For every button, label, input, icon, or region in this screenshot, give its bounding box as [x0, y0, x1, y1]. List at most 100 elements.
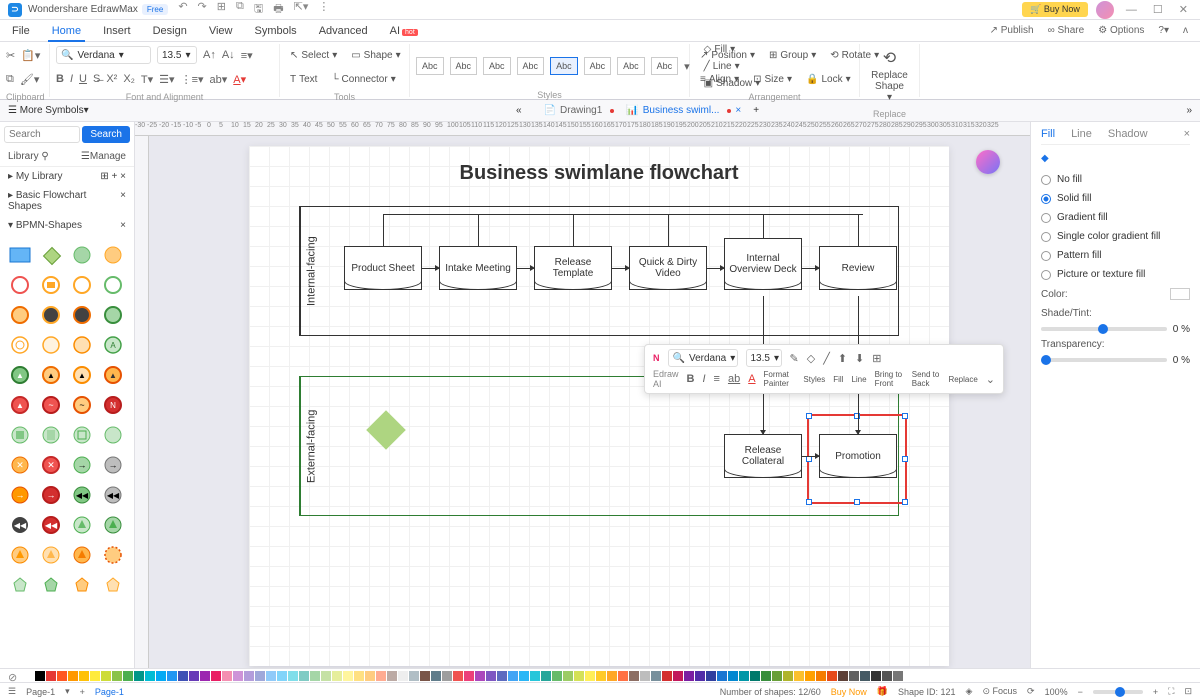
color-swatch[interactable] [57, 671, 67, 681]
color-swatch[interactable] [156, 671, 166, 681]
color-swatch[interactable] [464, 671, 474, 681]
color-swatch[interactable] [519, 671, 529, 681]
color-swatch[interactable] [277, 671, 287, 681]
color-swatch[interactable] [695, 671, 705, 681]
align-dropdown[interactable]: ≡ Align▾ [696, 72, 743, 87]
float-styles[interactable]: Styles [803, 375, 825, 384]
style-preset-1[interactable]: Abc [416, 57, 444, 75]
position-dropdown[interactable]: ↗ Position▾ [696, 48, 759, 63]
shape-d1[interactable]: ▲ [8, 363, 32, 387]
shape-d2[interactable]: ▲ [39, 363, 63, 387]
fullscreen-icon[interactable]: ⊡ [1184, 686, 1192, 697]
shape-h1[interactable]: → [8, 483, 32, 507]
more-symbols-button[interactable]: ☰ More Symbols▾ [8, 105, 89, 116]
color-swatch[interactable] [563, 671, 573, 681]
cut-icon[interactable]: ✂ [6, 49, 15, 62]
color-swatch[interactable] [893, 671, 903, 681]
shape-i2[interactable]: ◀◀ [39, 513, 63, 537]
color-swatch[interactable] [299, 671, 309, 681]
node-quick-dirty[interactable]: Quick & Dirty Video [629, 246, 707, 290]
color-swatch[interactable] [178, 671, 188, 681]
color-swatch[interactable] [112, 671, 122, 681]
color-swatch[interactable] [189, 671, 199, 681]
shape-ring3[interactable] [70, 273, 94, 297]
style-preset-4[interactable]: Abc [517, 57, 545, 75]
search-input[interactable] [4, 126, 80, 143]
float-brush-icon[interactable]: ✎ [790, 352, 799, 365]
color-swatch[interactable] [772, 671, 782, 681]
shape-ring1[interactable] [8, 273, 32, 297]
float-font-name[interactable]: 🔍 Verdana ▾ [668, 349, 738, 367]
color-swatch[interactable] [706, 671, 716, 681]
color-swatch[interactable] [266, 671, 276, 681]
float-bold-icon[interactable]: B [687, 373, 695, 385]
strike-icon[interactable]: S̶ [93, 73, 100, 85]
copy-icon[interactable]: ⧉ [236, 0, 244, 19]
color-swatch[interactable] [288, 671, 298, 681]
color-swatch[interactable] [387, 671, 397, 681]
shape-k4[interactable] [101, 573, 125, 597]
node-release-template[interactable]: Release Template [534, 246, 612, 290]
color-swatch[interactable] [68, 671, 78, 681]
color-swatch[interactable] [530, 671, 540, 681]
expand-panel-icon[interactable]: » [1186, 105, 1192, 116]
size-dropdown[interactable]: ⊡ Size▾ [749, 72, 796, 87]
color-swatch[interactable] [728, 671, 738, 681]
style-preset-2[interactable]: Abc [450, 57, 478, 75]
shape-k3[interactable] [70, 573, 94, 597]
textcase-icon[interactable]: T▾ [141, 73, 153, 86]
canvas[interactable]: Business swimlane flowchart Internal-fac… [149, 136, 1030, 668]
font-size-select[interactable]: 13.5 ▾ [157, 46, 197, 64]
radio-picture[interactable]: Picture or texture fill [1041, 265, 1190, 284]
layers-icon[interactable]: ◈ [966, 686, 973, 697]
trans-slider[interactable] [1041, 358, 1167, 362]
color-swatch[interactable] [431, 671, 441, 681]
rtab-fill[interactable]: Fill [1041, 128, 1055, 140]
color-swatch[interactable] [783, 671, 793, 681]
float-color-icon[interactable]: A [748, 373, 755, 385]
fit-icon[interactable]: ⛶ [1168, 686, 1174, 697]
superscript-icon[interactable]: X² [106, 73, 117, 85]
float-expand-icon[interactable]: ⌄ [986, 373, 995, 386]
basic-shapes-section[interactable]: ▸ Basic Flowchart Shapes× [0, 186, 134, 216]
color-none-icon[interactable]: ⊘ [8, 671, 17, 680]
color-swatch[interactable] [167, 671, 177, 681]
refresh-icon[interactable]: ⟳ [1027, 686, 1035, 697]
float-underline-icon[interactable]: ab [728, 373, 740, 385]
bold-icon[interactable]: B [56, 73, 64, 85]
tab-business[interactable]: 📊 Business swiml... × [626, 105, 741, 116]
options-button[interactable]: ⚙ Options [1098, 25, 1144, 36]
color-swatch[interactable] [101, 671, 111, 681]
shape-f2[interactable] [39, 423, 63, 447]
color-swatch[interactable] [398, 671, 408, 681]
color-swatch[interactable] [574, 671, 584, 681]
color-swatch[interactable] [46, 671, 56, 681]
shape-i3[interactable] [70, 513, 94, 537]
collapse-icon[interactable]: ʌ [1183, 25, 1188, 36]
page-current[interactable]: Page-1 [95, 687, 124, 697]
shape-ring4[interactable] [101, 273, 125, 297]
ai-badge-icon[interactable] [976, 150, 1000, 174]
manage-button[interactable]: ☰Manage [81, 151, 126, 162]
format-painter-icon[interactable]: 🖌▾ [20, 73, 40, 86]
color-swatch[interactable] [860, 671, 870, 681]
shape-ring2[interactable] [39, 273, 63, 297]
color-swatch[interactable] [409, 671, 419, 681]
connector-tool[interactable]: └ Connector▾ [327, 72, 399, 87]
shape-j4[interactable] [101, 543, 125, 567]
color-swatch[interactable] [453, 671, 463, 681]
shape-h4[interactable]: ◀◀ [101, 483, 125, 507]
maximize-button[interactable]: ☐ [1149, 3, 1167, 16]
color-swatch[interactable] [816, 671, 826, 681]
color-swatch[interactable] [211, 671, 221, 681]
color-swatch[interactable] [739, 671, 749, 681]
avatar[interactable] [1096, 1, 1114, 19]
font-color-icon[interactable]: A▾ [233, 73, 246, 86]
color-swatch[interactable] [365, 671, 375, 681]
shape-rect[interactable] [8, 243, 32, 267]
color-swatch[interactable] [442, 671, 452, 681]
style-preset-7[interactable]: Abc [617, 57, 645, 75]
float-front-icon[interactable]: ⬆ [838, 352, 847, 365]
share-button[interactable]: ∞ Share [1048, 25, 1085, 36]
color-swatch[interactable] [233, 671, 243, 681]
